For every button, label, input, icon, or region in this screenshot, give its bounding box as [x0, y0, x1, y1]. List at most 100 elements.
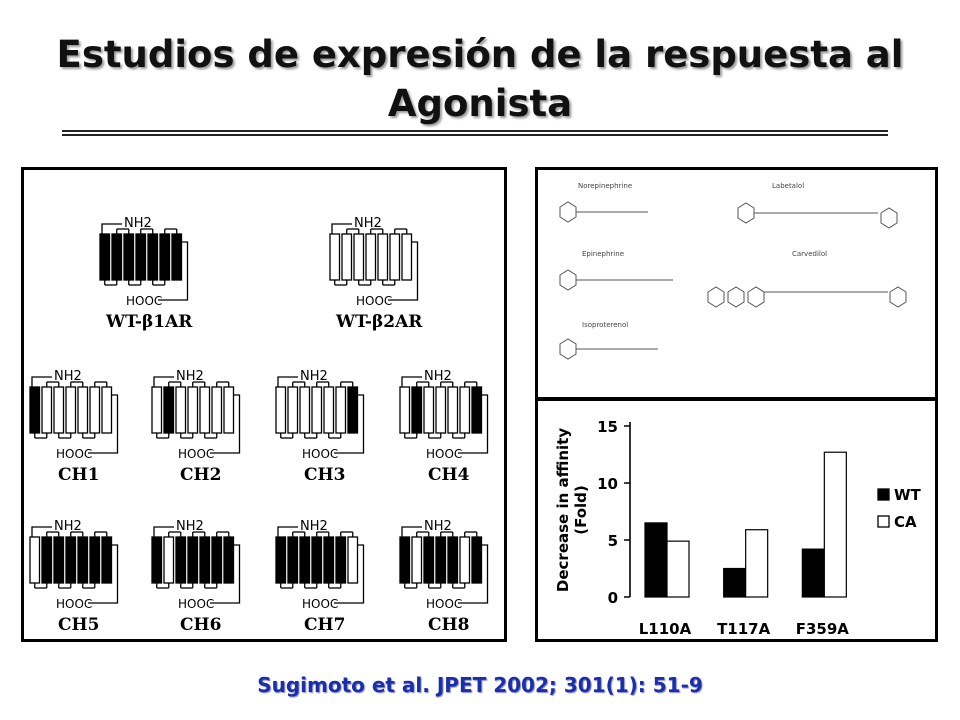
nh2-label: NH2	[54, 369, 82, 384]
tm-helix	[29, 536, 41, 584]
tm-helix	[53, 536, 65, 584]
hooc-label: HOOC	[302, 447, 338, 461]
chemical-structures: Norepinephrine Epinephrine Isoproterenol…	[559, 182, 907, 360]
citation: Sugimoto et al. JPET 2002; 301(1): 51-9	[257, 673, 703, 697]
norepinephrine-ring	[559, 201, 577, 223]
tm-helix	[101, 536, 113, 584]
tm-helix	[377, 233, 389, 281]
hooc-label: HOOC	[178, 597, 214, 611]
tm-helix	[199, 536, 211, 584]
tm-helix	[223, 386, 235, 434]
bar-ca	[666, 540, 690, 598]
receptor-diagram: NH2 HOOC CH5	[29, 519, 119, 635]
legend-swatch	[877, 488, 890, 501]
epinephrine-ring	[559, 269, 577, 291]
receptor-label: CH5	[58, 615, 99, 635]
receptor-diagram: NH2 HOOC WT-β1AR	[99, 216, 193, 332]
tm-helix	[163, 386, 175, 434]
tm-helix	[311, 386, 323, 434]
tm-helix	[341, 233, 353, 281]
tm-helix	[53, 386, 65, 434]
legend-swatch	[877, 515, 890, 528]
tm-helix	[411, 536, 423, 584]
tm-helix	[159, 233, 171, 281]
epinephrine-label: Epinephrine	[582, 250, 624, 258]
tm-helix	[471, 386, 483, 434]
hooc-label: HOOC	[356, 294, 392, 308]
tm-helix	[299, 386, 311, 434]
tm-helix	[411, 386, 423, 434]
tm-helix	[447, 386, 459, 434]
y-tick-label: 15	[597, 418, 618, 436]
tm-helix	[199, 386, 211, 434]
bar-ca	[745, 529, 769, 598]
nh2-label: NH2	[176, 519, 204, 534]
tm-helix	[459, 536, 471, 584]
carvedilol-ring-c	[747, 286, 765, 308]
tm-helix	[65, 536, 77, 584]
receptor-label: WT-β1AR	[105, 312, 193, 332]
tm-helix	[275, 386, 287, 434]
tm-helix	[135, 233, 147, 281]
tm-helix	[275, 536, 287, 584]
carvedilol-ring-a	[707, 286, 725, 308]
tm-helix	[423, 536, 435, 584]
receptor-diagram: NH2 HOOC CH6	[151, 519, 241, 635]
isoproterenol-ring	[559, 338, 577, 360]
receptor-label: CH2	[180, 465, 221, 485]
receptor-diagram: NH2 HOOC CH7	[275, 519, 365, 635]
y-tick-label: 5	[608, 532, 618, 550]
tm-helix	[223, 536, 235, 584]
tm-helix	[211, 536, 223, 584]
isoproterenol-label: Isoproterenol	[582, 321, 628, 329]
nh2-label: NH2	[176, 369, 204, 384]
carvedilol-ring-d	[889, 286, 907, 308]
tm-helix	[287, 386, 299, 434]
tm-helix	[459, 386, 471, 434]
tm-helix	[101, 386, 113, 434]
nh2-label: NH2	[124, 216, 152, 231]
receptor-diagram: NH2 HOOC CH3	[275, 369, 365, 485]
tm-helix	[29, 386, 41, 434]
hooc-label: HOOC	[56, 597, 92, 611]
tm-helix	[99, 233, 111, 281]
tm-helix	[175, 386, 187, 434]
tm-helix	[41, 386, 53, 434]
norepinephrine-label: Norepinephrine	[578, 182, 632, 190]
tm-helix	[435, 536, 447, 584]
receptor-chimera-panel: NH2 HOOC WT-β1AR NH2 HOOC WT-β2AR NH2 HOOC CH1 NH…	[21, 167, 507, 642]
tm-helix	[365, 233, 377, 281]
tm-helix	[311, 536, 323, 584]
tm-helix	[329, 233, 341, 281]
tm-helix	[111, 233, 123, 281]
tm-helix	[175, 536, 187, 584]
tm-helix	[147, 233, 159, 281]
receptor-diagram: NH2 HOOC CH4	[399, 369, 489, 485]
tm-helix	[65, 386, 77, 434]
labetalol-ring-a	[737, 202, 755, 224]
legend-label: CA	[894, 513, 917, 531]
chemical-structures-panel: Norepinephrine Epinephrine Isoproterenol…	[535, 167, 938, 400]
y-tick-label: 10	[597, 475, 618, 493]
tm-helix	[353, 233, 365, 281]
nh2-label: NH2	[354, 216, 382, 231]
tm-helix	[399, 386, 411, 434]
tm-helix	[77, 386, 89, 434]
tm-helix	[299, 536, 311, 584]
tm-helix	[151, 536, 163, 584]
x-category-label: F359A	[796, 620, 850, 638]
tm-helix	[401, 233, 413, 281]
tm-helix	[335, 536, 347, 584]
tm-helix	[89, 536, 101, 584]
x-category-label: L110A	[639, 620, 692, 638]
tm-helix	[171, 233, 183, 281]
legend-label: WT	[894, 486, 922, 504]
tm-helix	[151, 386, 163, 434]
receptor-label: CH4	[428, 465, 470, 485]
receptor-label: CH1	[58, 465, 99, 485]
labetalol-label: Labetalol	[772, 182, 804, 190]
receptor-diagram: NH2 HOOC CH8	[399, 519, 489, 635]
bar-wt	[801, 548, 825, 598]
labetalol-ring-b	[880, 207, 898, 229]
slide-title-line2: Agonista	[387, 82, 573, 125]
